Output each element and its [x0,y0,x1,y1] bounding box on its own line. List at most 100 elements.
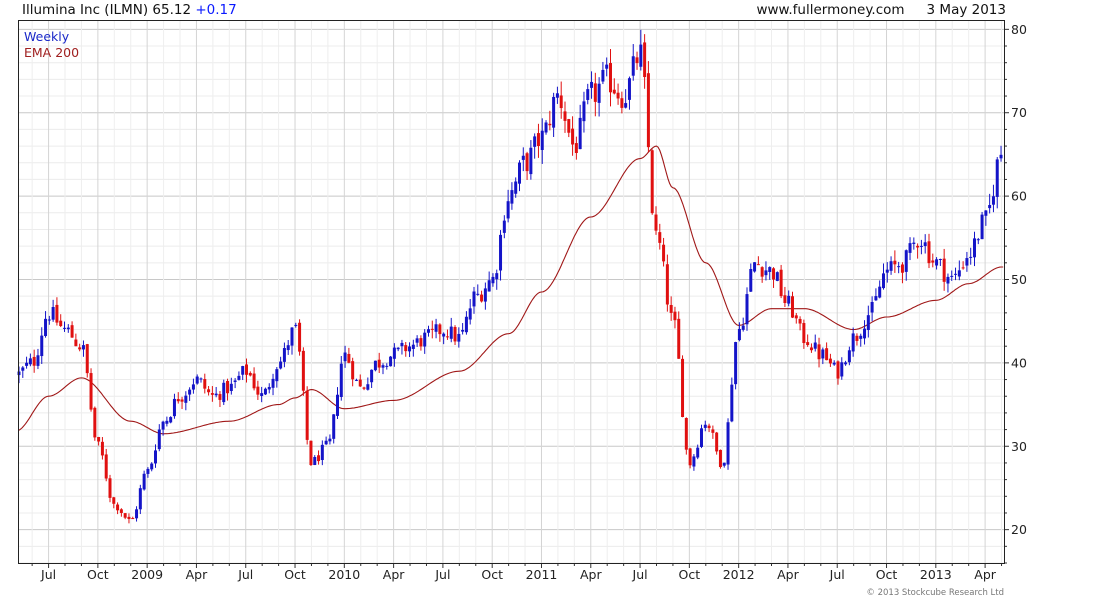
candle-down [104,454,108,479]
candle-up [476,293,480,295]
y-tick-label: 30 [1011,439,1027,454]
ema-200-line [18,145,1004,435]
candle-up [897,266,901,268]
candle-up [184,395,188,403]
candle-up [605,64,609,69]
candle-down [688,448,692,466]
candle-up [62,327,66,329]
legend-weekly: Weekly [24,29,70,44]
candle-down [207,389,211,393]
candle-down [612,89,616,94]
candle-up [241,366,245,375]
candle-down [85,344,89,374]
candle-up [442,333,446,337]
candle-down [176,399,180,402]
candle-down [608,63,612,93]
candle-down [931,260,935,263]
candle-up [172,398,176,417]
x-tick-label: 2011 [526,567,558,582]
candle-down [643,42,647,78]
x-tick-label: Apr [974,567,996,582]
candle-up [286,345,290,351]
candle-up [468,308,472,320]
candle-up [332,414,336,439]
candle-up [47,319,51,321]
candle-up [950,275,954,277]
candle-down [59,320,63,327]
candle-down [927,241,931,264]
candle-down [779,269,783,297]
chart-title: Illumina Inc (ILMN) 65.12 +0.17 [22,0,237,20]
candle-up [840,362,844,377]
chart-date: 3 May 2013 [926,2,1006,18]
candle-down [798,318,802,324]
candle-down [347,353,351,363]
x-tick-label: Apr [777,567,799,582]
candle-up [753,262,757,272]
candle-up [271,378,275,388]
candle-up [954,273,958,275]
candle-up [279,361,283,369]
candle-down [78,347,82,350]
candle-up [946,276,950,284]
candle-up [392,347,396,359]
candle-up [275,369,279,382]
candle-down [942,258,946,282]
candle-down [419,338,423,347]
candle-up [631,56,635,76]
candle-up [370,369,374,383]
candle-down [438,324,442,335]
candle-down [453,327,457,342]
candle-up [339,363,343,397]
candle-up [578,117,582,150]
candle-up [722,462,726,466]
candle-down [802,323,806,344]
chart-source: www.fullermoney.com 3 May 2013 [756,0,1006,20]
x-tick-label: Oct [87,567,109,582]
candle-up [282,348,286,362]
candle-down [900,264,904,273]
candle-down [669,305,673,313]
candle-down [362,387,366,389]
candle-up [199,378,203,380]
candle-up [385,365,389,367]
candle-up [461,329,465,332]
candle-up [188,389,192,395]
site-link[interactable]: www.fullermoney.com [756,2,905,18]
candle-up [889,261,893,271]
candle-up [343,352,347,362]
candle-up [150,463,154,470]
candle-up [995,159,999,197]
candle-down [616,92,620,99]
candle-down [123,513,127,518]
candle-up [988,205,992,209]
candle-down [817,344,821,360]
candle-up [21,367,25,371]
candle-down [855,335,859,341]
candle-up [741,325,745,330]
candle-down [377,359,381,368]
candle-up [135,509,139,519]
candle-down [760,267,764,277]
candle-down [916,245,920,248]
candle-up [237,375,241,380]
candle-up [703,424,707,428]
candle-up [491,276,495,284]
candle-down [127,516,131,519]
candle-up [514,181,518,194]
candle-up [324,440,328,445]
candle-up [415,338,419,343]
x-tick-label: 2013 [920,567,952,582]
candle-down [662,244,666,262]
x-tick-label: Jul [237,567,253,582]
candle-up [260,393,264,396]
candle-down [116,504,120,511]
candle-down [665,264,669,305]
candle-up [904,250,908,272]
y-tick-label: 40 [1011,355,1027,370]
candle-down [707,425,711,429]
candle-up [969,256,973,258]
candle-up [146,468,150,474]
candle-up [980,214,984,240]
